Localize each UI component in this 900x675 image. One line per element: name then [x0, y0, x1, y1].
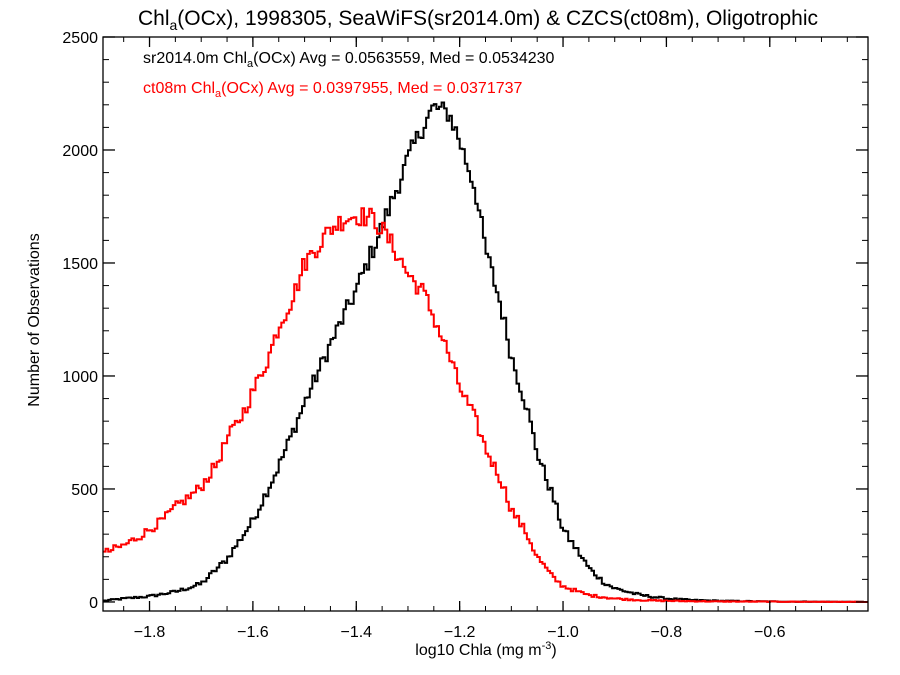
y-tick-label: 2500 [62, 30, 98, 47]
y-tick-label: 500 [71, 482, 98, 499]
chart-title: Chla(OCx), 1998305, SeaWiFS(sr2014.0m) &… [138, 7, 818, 33]
x-tick-label: −0.8 [651, 624, 683, 641]
histogram-series-red [103, 207, 868, 603]
x-tick-label: −1.4 [340, 624, 372, 641]
y-tick-label: 1000 [62, 369, 98, 386]
x-axis-label: log10 Chla (mg m-3) [415, 640, 556, 659]
x-tick-label: −1.8 [134, 624, 166, 641]
y-tick-label: 0 [89, 595, 98, 612]
y-axis-label: Number of Observations [26, 233, 43, 406]
x-tick-label: −1.2 [444, 624, 476, 641]
ticks-layer: −1.8 −1.6 −1.4 −1.2 −1.0 −0.8 −0.6 0 500 1000 1500… [62, 30, 868, 641]
annotation-black: sr2014.0m Chla(OCx) Avg = 0.0563559, Med… [143, 50, 555, 70]
x-tick-label: −1.0 [547, 624, 579, 641]
x-tick-label: −1.6 [237, 624, 269, 641]
y-tick-label: 1500 [62, 256, 98, 273]
plot-frame [102, 36, 869, 612]
annotation-red: ct08m Chla(OCx) Avg = 0.0397955, Med = 0… [143, 80, 523, 100]
histogram-series-black [103, 101, 868, 603]
series-layer [103, 101, 868, 603]
y-tick-label: 2000 [62, 143, 98, 160]
x-tick-label: −0.6 [754, 624, 786, 641]
